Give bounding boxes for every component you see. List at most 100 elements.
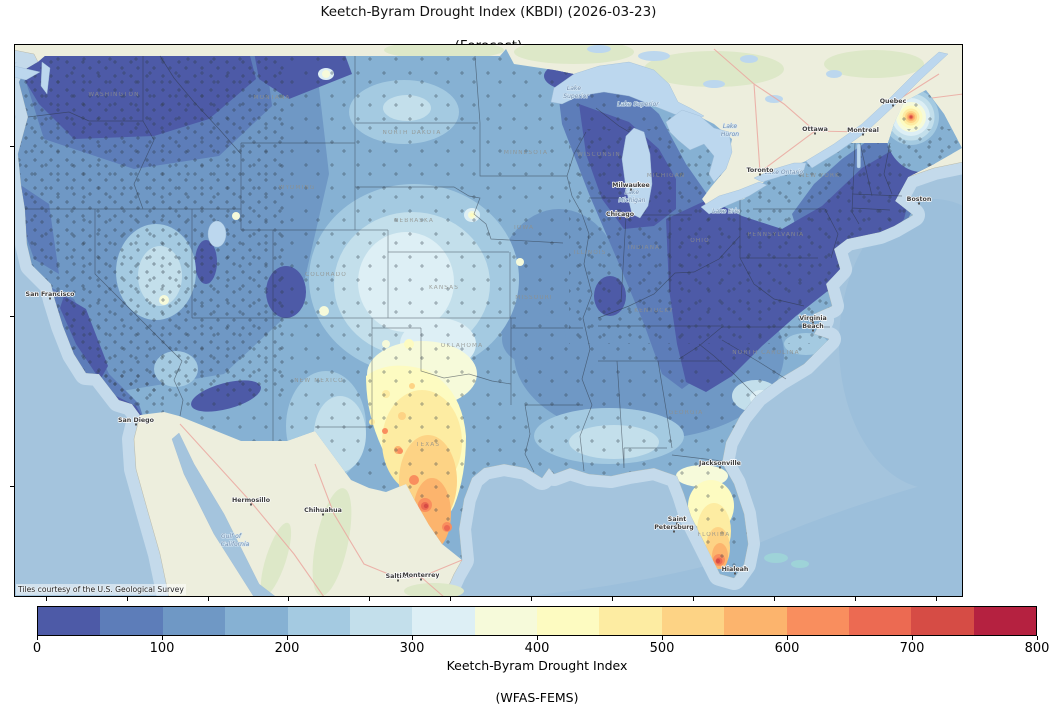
state-label: MINNESOTA [504, 150, 548, 156]
state-label: MONTANA [254, 95, 291, 101]
state-label: NORTH DAKOTA [383, 130, 442, 136]
colorbar-segment-3 [225, 607, 288, 635]
state-label: WASHINGTON [88, 92, 139, 98]
city-label: Milwaukee [612, 182, 650, 189]
state-label: ILLINOIS [574, 250, 607, 256]
colorbar-label: Keetch-Byram Drought Index (WFAS-FEMS) [37, 658, 1037, 706]
lake-huron [665, 109, 733, 183]
great-salt-lake [207, 220, 227, 248]
colorbar-tick-label: 300 [399, 641, 425, 656]
state-label: IOWA [514, 225, 534, 231]
state-label: INDIANA [628, 245, 660, 251]
water-label: Lake [567, 85, 581, 92]
city-dot-icon [630, 188, 632, 191]
colorbar-segment-7 [474, 607, 537, 635]
x-axis-tick [127, 597, 128, 601]
lake-erie [700, 181, 768, 215]
city-label: Quebec [880, 98, 907, 105]
city-dot-icon [420, 578, 422, 581]
colorbar-tick [787, 636, 788, 640]
city-label: Boston [907, 196, 932, 203]
x-axis-tick [288, 597, 289, 601]
colorbar-segment-12 [786, 607, 849, 635]
colorbar-label-line2: (WFAS-FEMS) [495, 690, 579, 705]
tiles-attribution: Tiles courtesy of the U.S. Geological Su… [16, 584, 186, 595]
colorbar-segment-4 [287, 607, 350, 635]
state-borders [25, 55, 903, 473]
city-label: Monterrey [403, 572, 440, 579]
colorbar-segment-14 [911, 607, 974, 635]
colorbar-segment-1 [100, 607, 163, 635]
y-axis-tick [10, 486, 14, 487]
city-dot-icon [812, 321, 814, 324]
colorbar-label-line1: Keetch-Byram Drought Index [446, 658, 628, 673]
colorbar-tick [1037, 636, 1038, 640]
city-label: Toronto [746, 167, 774, 174]
city-dot-icon [322, 513, 324, 516]
colorbar-tick-label: 200 [274, 641, 300, 656]
st-lawrence-river [805, 51, 949, 169]
city-dot-icon [250, 503, 252, 506]
city-dot-icon [862, 133, 864, 136]
city-dot-icon [619, 217, 621, 220]
water-label: Michigan [619, 197, 646, 204]
state-label: FLORIDA [698, 532, 731, 538]
x-axis-tick [208, 597, 209, 601]
kbdi-map[interactable]: WASHINGTON MONTANA NORTH DAKOTA MINNESOTA WI… [14, 44, 963, 597]
city-dot-icon [49, 297, 51, 300]
lake-superior [550, 61, 705, 121]
x-axis-tick [774, 597, 775, 601]
colorbar-tick-label: 700 [899, 641, 925, 656]
state-label: NEW YORK [800, 173, 840, 179]
water-label: Lake Superior [617, 101, 659, 108]
x-axis-tick [855, 597, 856, 601]
city-label: Saltillo [386, 573, 411, 580]
y-axis-tick [10, 316, 14, 317]
city-dot-icon [918, 202, 920, 205]
city-dot-icon [814, 132, 816, 135]
ocean-deep-atlantic [839, 199, 963, 489]
colorbar-segment-2 [162, 607, 226, 635]
colorbar-tick [412, 636, 413, 640]
city-label: Hermosillo [232, 497, 271, 504]
city-label: Petersburg [654, 524, 694, 531]
city-label: San Francisco [26, 291, 76, 298]
state-label: KANSAS [429, 285, 459, 291]
colorbar-tick-label: 800 [1024, 641, 1050, 656]
state-label: TEXAS [415, 442, 440, 448]
city-label: Chicago [606, 211, 635, 218]
bahama-banks [764, 553, 809, 568]
colorbar-tick [37, 636, 38, 640]
colorbar-tick-label: 600 [774, 641, 800, 656]
colorbar-tick [912, 636, 913, 640]
state-label: WYOMING [279, 185, 316, 191]
city-label: Chihuahua [304, 507, 342, 514]
state-label: KENTUCKY [634, 308, 674, 314]
city-dot-icon [759, 173, 761, 176]
city-label: Jacksonville [698, 460, 741, 467]
strait-juan-de-fuca [14, 65, 41, 81]
water-label: Gulf of [221, 533, 242, 540]
colorbar-segment-6 [412, 607, 475, 635]
state-label: NEBRASKA [394, 218, 434, 224]
state-label: COLORADO [305, 272, 347, 278]
colorbar[interactable] [37, 606, 1037, 636]
city-dot-icon [734, 572, 736, 575]
city-dot-icon [397, 579, 399, 582]
colorbar-tick [537, 636, 538, 640]
map-labels: WASHINGTON MONTANA NORTH DAKOTA MINNESOTA WI… [25, 84, 932, 582]
colorbar-segment-10 [661, 607, 725, 635]
city-label: Beach [802, 323, 824, 330]
city-label: Ottawa [802, 126, 828, 133]
state-label: OHIO [690, 238, 710, 244]
great-lakes [14, 51, 949, 597]
state-label: MICHIGAN [647, 173, 685, 179]
puget-sound [40, 61, 51, 95]
state-label: OKLAHOMA [441, 343, 483, 349]
city-label: Virginia [799, 315, 827, 322]
city-label: Hialeah [722, 566, 749, 573]
colorbar-tick [287, 636, 288, 640]
ocean-deep-gulf [514, 474, 963, 597]
colorbar-segment-8 [537, 607, 600, 635]
